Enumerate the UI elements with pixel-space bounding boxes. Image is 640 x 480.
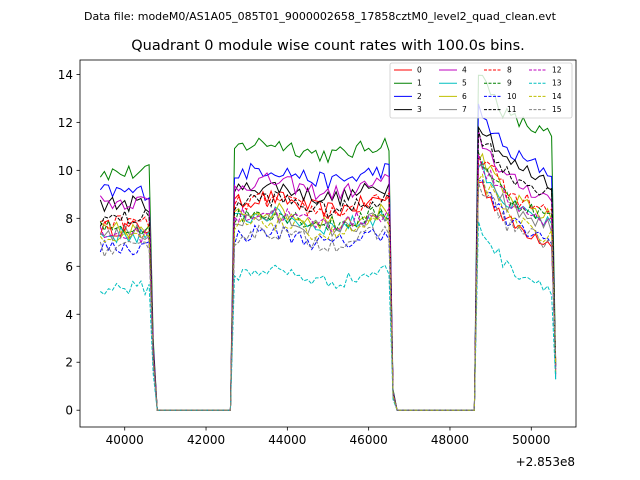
chart-suptitle: Data file: modeM0/AS1A05_085T01_90000026…	[84, 10, 557, 23]
y-tick-label: 14	[58, 68, 73, 82]
legend-label-14: 14	[552, 92, 562, 101]
series-line-12	[99, 154, 557, 411]
x-tick-label: 46000	[350, 433, 388, 447]
y-tick-label: 8	[65, 212, 73, 226]
x-tick-label: 40000	[106, 433, 144, 447]
legend-label-4: 4	[462, 66, 467, 75]
legend-label-11: 11	[507, 105, 517, 114]
y-tick-label: 6	[65, 260, 73, 274]
series-layer	[99, 74, 557, 411]
legend-label-9: 9	[507, 79, 512, 88]
legend-label-12: 12	[552, 66, 562, 75]
legend-label-15: 15	[552, 105, 562, 114]
x-tick-label: 48000	[431, 433, 469, 447]
legend-label-13: 13	[552, 79, 562, 88]
legend-label-1: 1	[417, 79, 422, 88]
legend-label-5: 5	[462, 79, 467, 88]
legend-label-0: 0	[417, 66, 422, 75]
x-tick-label: 50000	[512, 433, 550, 447]
x-offset-label: +2.853e8	[516, 455, 575, 469]
series-line-14	[99, 173, 557, 411]
y-tick-label: 0	[65, 404, 73, 418]
chart-title: Quadrant 0 module wise count rates with …	[131, 38, 525, 54]
plot-frame	[79, 59, 577, 428]
legend-label-10: 10	[507, 92, 517, 101]
y-tick-label: 12	[58, 116, 73, 130]
x-tick-label: 42000	[187, 433, 225, 447]
x-tick-label: 44000	[268, 433, 306, 447]
legend-label-3: 3	[417, 105, 422, 114]
y-tick-label: 10	[58, 164, 73, 178]
legend-label-2: 2	[417, 92, 422, 101]
y-tick-label: 4	[65, 308, 73, 322]
series-line-15	[99, 182, 557, 411]
legend-label-8: 8	[507, 66, 512, 75]
series-line-13	[100, 221, 557, 411]
axes-layer: 40000 42000 44000 46000 48000 500000246810121…	[58, 59, 577, 447]
y-tick-label: 2	[65, 356, 73, 370]
legend-label-6: 6	[462, 92, 467, 101]
legend-label-7: 7	[462, 105, 467, 114]
legend-box	[389, 62, 573, 119]
